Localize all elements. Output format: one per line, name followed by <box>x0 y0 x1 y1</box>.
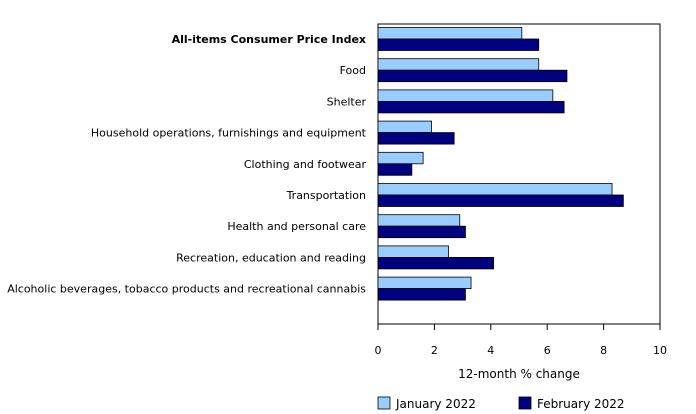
bar-january-2022 <box>377 276 472 290</box>
category-label: Household operations, furnishings and eq… <box>91 127 367 140</box>
bar-january-2022 <box>377 120 432 133</box>
x-axis-title: 12-month % change <box>458 367 580 381</box>
x-tick-label: 0 <box>375 344 382 357</box>
x-tick-label: 10 <box>653 344 667 357</box>
bar-february-2022 <box>377 225 466 239</box>
bar-february-2022 <box>377 69 568 83</box>
category-label: Food <box>340 64 366 77</box>
legend-swatch-february-2022 <box>518 396 532 410</box>
category-labels: All-items Consumer Price Index Food Shelte… <box>7 33 366 296</box>
category-label: All-items Consumer Price Index <box>172 33 366 46</box>
x-tick-label: 4 <box>487 344 494 357</box>
bar-january-2022 <box>377 27 523 40</box>
legend-label: February 2022 <box>537 397 625 411</box>
category-label: Alcoholic beverages, tobacco products an… <box>7 283 366 296</box>
bar-february-2022 <box>377 101 565 114</box>
bars <box>377 27 624 301</box>
category-label: Clothing and footwear <box>244 158 367 171</box>
bar-january-2022 <box>377 214 461 227</box>
bar-february-2022 <box>377 38 540 51</box>
bar-february-2022 <box>377 256 495 270</box>
bar-january-2022 <box>377 58 540 71</box>
category-label: Health and personal care <box>227 220 366 233</box>
legend-label: January 2022 <box>395 397 476 411</box>
x-tick-label: 6 <box>544 344 551 357</box>
category-label: Shelter <box>327 95 367 108</box>
bar-january-2022 <box>377 245 449 258</box>
x-axis-ticks: 0 2 4 6 8 10 <box>375 324 667 357</box>
bar-january-2022 <box>377 89 554 102</box>
x-tick-label: 8 <box>600 344 607 357</box>
legend: January 2022 February 2022 <box>377 396 625 411</box>
category-label: Transportation <box>286 189 366 202</box>
legend-swatch-january-2022 <box>377 396 391 410</box>
category-label: Recreation, education and reading <box>176 251 366 264</box>
bar-february-2022 <box>377 288 466 301</box>
bar-february-2022 <box>377 194 624 207</box>
bar-january-2022 <box>377 183 613 196</box>
bar-february-2022 <box>377 163 413 176</box>
x-tick-label: 2 <box>431 344 438 357</box>
bar-february-2022 <box>377 132 455 145</box>
bar-january-2022 <box>377 151 424 165</box>
